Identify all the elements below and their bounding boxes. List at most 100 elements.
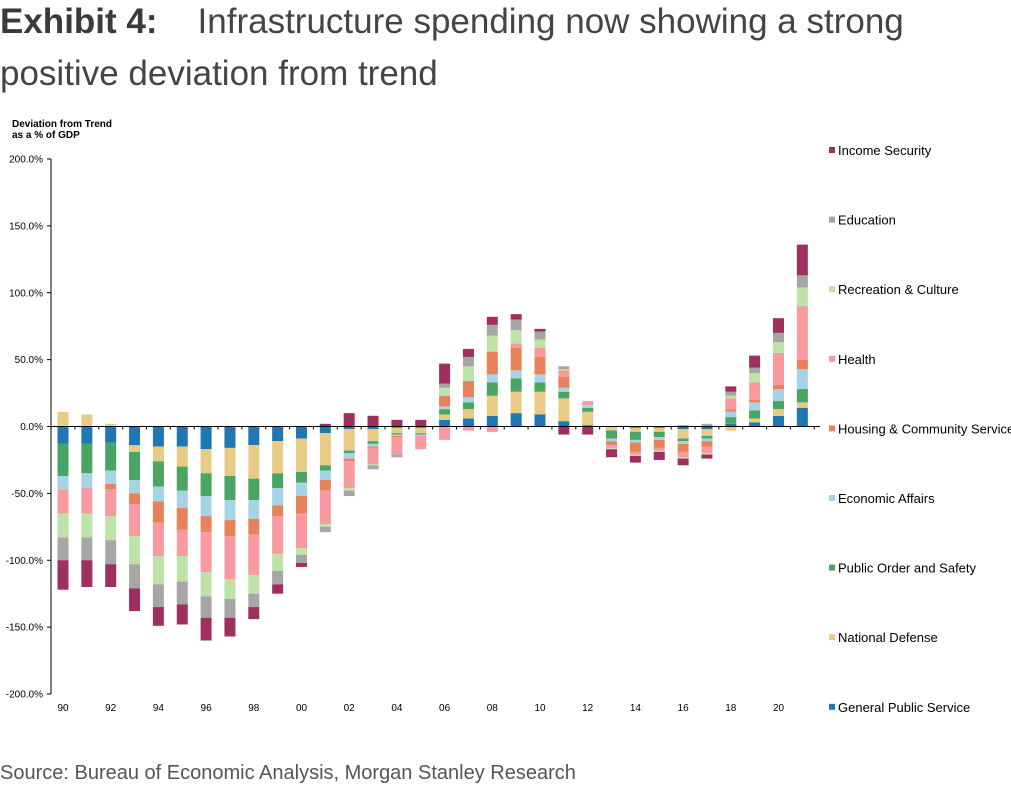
bar-segment-health — [319, 490, 331, 525]
bar-segment-income-security — [343, 413, 355, 427]
bar-segment-housing-community-service — [749, 399, 761, 403]
bar-segment-health — [773, 352, 784, 386]
bar-segment-health — [510, 343, 522, 348]
legend-swatch — [829, 703, 835, 710]
bar-segment-national-defense — [653, 427, 665, 432]
bar-segment-recreation-culture — [81, 513, 93, 538]
bar-segment-economic-affairs — [129, 480, 141, 494]
bar-segment-housing-community-service — [272, 505, 284, 517]
bar-segment-education — [439, 383, 451, 388]
bar-segment-general-public-service — [677, 426, 689, 430]
bar-segment-housing-community-service — [796, 359, 808, 369]
bar-segment-housing-community-service — [391, 435, 403, 438]
bar-segment-income-security — [57, 560, 69, 590]
legend-swatch — [829, 634, 835, 641]
bar-segment-recreation-culture — [653, 450, 665, 452]
bar-segment-housing-community-service — [367, 446, 379, 448]
bar-segment-income-security — [367, 415, 379, 427]
bar-segment-health — [653, 447, 665, 451]
bar-segment-national-defense — [176, 446, 188, 467]
bar-segment-housing-community-service — [558, 377, 570, 388]
x-tick-label: 14 — [630, 703, 642, 714]
bar-segment-national-defense — [462, 409, 474, 419]
bar-segment-health — [749, 382, 761, 400]
bar-segment-education — [129, 564, 141, 589]
bar-segment-recreation-culture — [725, 395, 737, 399]
bar-segment-income-security — [272, 584, 284, 594]
bar-segment-general-public-service — [415, 426, 427, 428]
bar-segment-recreation-culture — [319, 524, 331, 527]
bar-segment-housing-community-service — [773, 385, 784, 390]
bar-segment-economic-affairs — [105, 470, 117, 485]
legend-label: Income Security — [838, 143, 932, 158]
bar-segment-recreation-culture — [224, 578, 236, 600]
bar-segment-public-order-and-safety — [439, 409, 451, 415]
source-note: Source: Bureau of Economic Analysis, Mor… — [0, 762, 576, 784]
bar-segment-national-defense — [200, 449, 212, 474]
bar-segment-income-security — [701, 454, 713, 459]
bar-segment-national-defense — [582, 411, 594, 426]
bar-segment-recreation-culture — [296, 548, 307, 555]
bar-segment-health — [582, 401, 594, 406]
bar-segment-recreation-culture — [462, 366, 474, 382]
y-axis-label-line2: as a % of GDP — [12, 130, 80, 141]
bar-segment-income-security — [81, 560, 93, 587]
bar-segment-national-defense — [367, 429, 379, 442]
bar-segment-recreation-culture — [439, 387, 451, 396]
bar-segment-national-defense — [319, 433, 331, 466]
bar-segment-public-order-and-safety — [582, 407, 594, 412]
bar-segment-housing-community-service — [105, 484, 117, 490]
bar-segment-education — [57, 537, 69, 561]
bar-segment-economic-affairs — [343, 453, 355, 459]
legend-label: National Defense — [838, 630, 938, 645]
bar-segment-national-defense — [105, 423, 117, 427]
bar-segment-health — [200, 532, 212, 573]
bar-segment-housing-community-service — [296, 496, 307, 514]
y-tick-label: 200.0% — [9, 155, 43, 166]
bar-segment-general-public-service — [319, 426, 331, 434]
bar-segment-public-order-and-safety — [200, 473, 212, 497]
bar-segment-public-order-and-safety — [415, 433, 427, 435]
bar-segment-national-defense — [725, 426, 737, 431]
bar-segment-economic-affairs — [629, 439, 641, 443]
bar-segment-income-security — [582, 426, 594, 435]
plot-area: 200.0% 150.0% 100.0% 50.0% 0.0% -50.0% -100.0%… — [6, 155, 820, 714]
bar-segment-economic-affairs — [677, 441, 689, 444]
bar-segment-national-defense — [439, 414, 451, 420]
bar-segment-health — [606, 445, 618, 448]
bar-segment-national-defense — [224, 447, 236, 476]
bar-segment-national-defense — [558, 398, 570, 422]
bar-segment-housing-community-service — [200, 516, 212, 533]
bar-segment-health — [81, 488, 93, 514]
bar-segment-public-order-and-safety — [725, 417, 737, 424]
y-tick-label: 150.0% — [9, 221, 43, 232]
exhibit-label: Exhibit 4: — [0, 2, 158, 41]
bar-segment-general-public-service — [486, 415, 498, 427]
bar-segment-general-public-service — [439, 419, 451, 427]
y-tick-label: -50.0% — [11, 489, 43, 500]
x-tick-label: 12 — [582, 703, 594, 714]
bar-segment-health — [391, 437, 403, 455]
bar-segment-recreation-culture — [749, 373, 761, 383]
bar-segment-economic-affairs — [773, 389, 784, 402]
bar-segment-recreation-culture — [57, 513, 69, 538]
bar-segment-general-public-service — [152, 426, 164, 447]
legend-label: General Public Service — [838, 700, 970, 715]
bar-segment-public-order-and-safety — [152, 461, 164, 487]
legend-swatch — [829, 147, 835, 153]
bar-segment-income-security — [248, 607, 260, 620]
bar-segment-recreation-culture — [152, 556, 164, 585]
legend-swatch — [829, 355, 835, 362]
bar-segment-recreation-culture — [677, 457, 689, 459]
bar-segment-income-security — [653, 451, 665, 460]
bar-segment-health — [176, 529, 188, 557]
bar-segment-housing-community-service — [510, 347, 522, 371]
bar-segment-education — [534, 331, 546, 340]
bar-segment-income-security — [462, 348, 474, 357]
bar-segment-national-defense — [152, 446, 164, 462]
bar-segment-income-security — [558, 426, 570, 435]
legend-label: Economic Affairs — [838, 491, 935, 506]
bar-segment-recreation-culture — [796, 287, 808, 307]
bar-segment-general-public-service — [462, 418, 474, 427]
bar-segment-general-public-service — [224, 426, 236, 448]
